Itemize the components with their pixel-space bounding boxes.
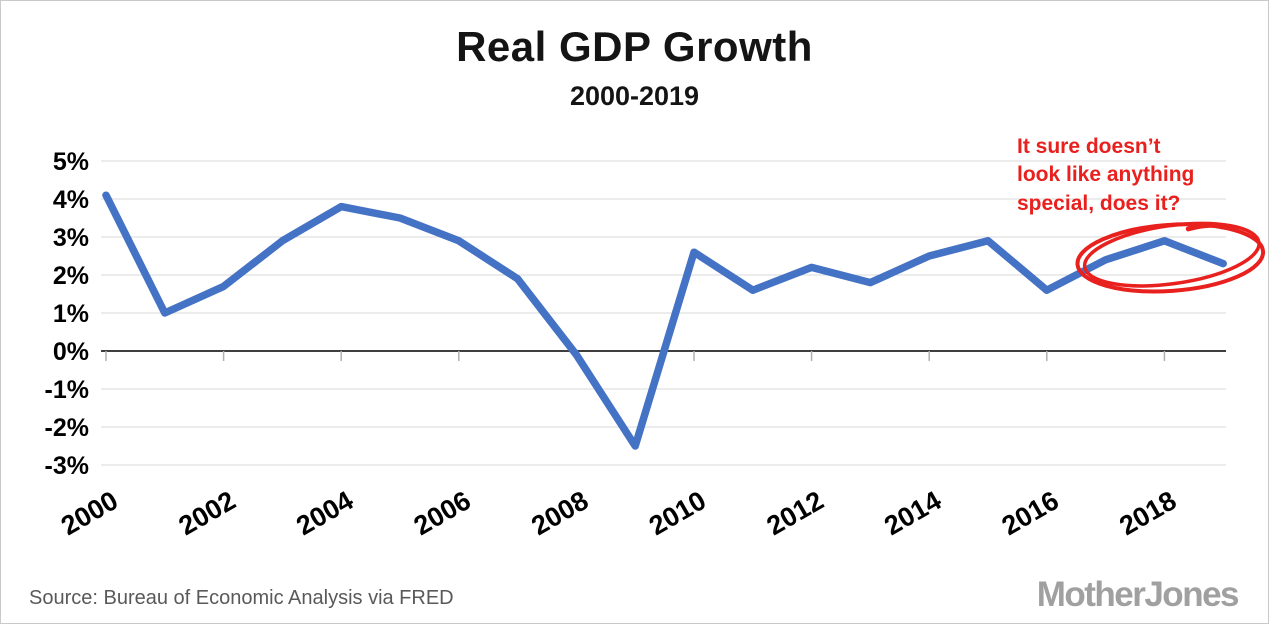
x-axis-label: 2006 [409, 485, 476, 541]
motherjones-logo: MotherJones [1036, 575, 1240, 614]
x-axis-label: 2004 [291, 485, 358, 541]
gdp-line [102, 191, 1227, 450]
chart-title: Real GDP Growth [456, 23, 813, 70]
x-axis-label: 2008 [526, 485, 593, 541]
hand-drawn-circle-overlap [1082, 221, 1261, 288]
hand-drawn-circle-tail [1185, 222, 1225, 232]
source-text: Source: Bureau of Economic Analysis via … [29, 587, 454, 609]
y-axis-label: -2% [45, 414, 89, 442]
y-axis-label: 0% [53, 338, 89, 366]
annotation-text: It sure doesn’t look like anything speci… [1017, 135, 1195, 215]
x-axis-label: 2010 [644, 485, 711, 541]
y-axis-label: 4% [53, 186, 89, 214]
chart-subtitle: 2000-2019 [569, 81, 700, 111]
x-axis-label: 2016 [997, 485, 1064, 541]
y-axis-label: 2% [53, 262, 89, 290]
x-axis-label: 2012 [762, 485, 829, 541]
x-axis-label: 2000 [56, 485, 123, 541]
x-axis-label: 2014 [879, 485, 946, 541]
y-axis-label: 3% [53, 224, 89, 252]
x-axis-label: 2002 [174, 485, 241, 541]
y-axis-label: 5% [53, 148, 89, 176]
y-axis-label: -3% [45, 452, 89, 480]
y-axis-label: -1% [45, 376, 89, 404]
y-axis-label: 1% [53, 300, 89, 328]
x-axis-label: 2018 [1114, 485, 1181, 541]
